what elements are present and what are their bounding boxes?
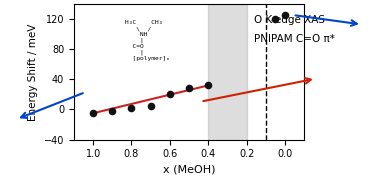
Point [282,14,288,17]
Point [167,93,173,96]
Y-axis label: Energy Shift / meV: Energy Shift / meV [28,23,38,120]
Point [148,104,154,107]
Bar [208,4,247,140]
Point [273,18,279,21]
Point [186,87,192,90]
Text: PNIPAM C=O π*: PNIPAM C=O π* [254,34,335,44]
Text: H₃C    CH₃
   \  /
    NH
    |
  C=O
    |
  [polymer]ₙ: H₃C CH₃ \ / NH | C=O | [polymer]ₙ [125,20,170,61]
Point [109,110,115,112]
Text: O K-edge XAS: O K-edge XAS [254,15,325,25]
Point [90,112,96,115]
Point [129,107,135,109]
Point [205,84,211,87]
X-axis label: x (MeOH): x (MeOH) [163,165,215,175]
